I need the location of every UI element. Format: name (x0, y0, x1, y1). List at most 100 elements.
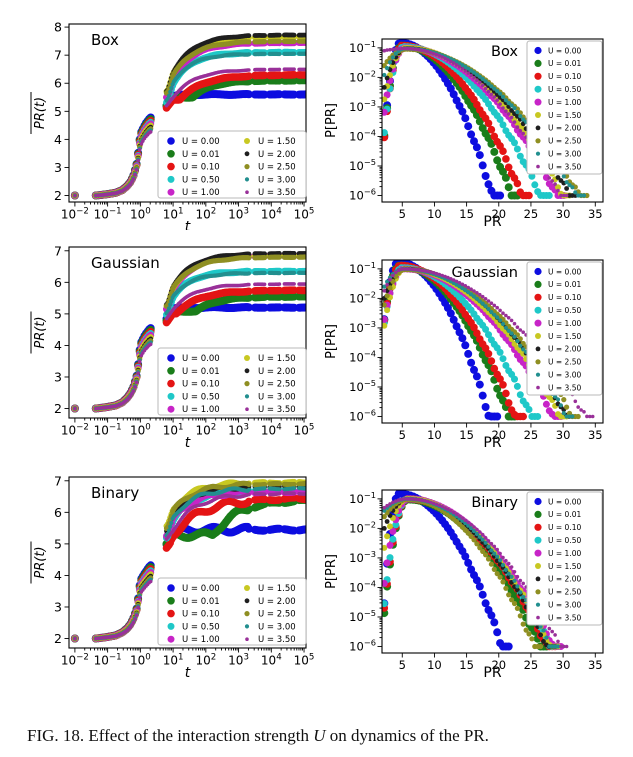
legend-label: U = 0.10 (182, 163, 220, 173)
y-axis-label: P[PR] (324, 554, 339, 589)
panel-title: Gaussian (451, 265, 518, 281)
legend-marker (535, 576, 541, 582)
series-U=3.50 (73, 491, 306, 641)
legend-marker (534, 72, 542, 80)
legend-marker (536, 385, 540, 390)
plot-data (70, 478, 306, 643)
legend-marker (535, 125, 541, 131)
x-tick-label: 20 (491, 207, 506, 221)
legend-marker (244, 355, 250, 361)
legend-marker (244, 611, 250, 617)
y-tick-label: 4 (54, 568, 62, 583)
legend-marker (534, 510, 542, 518)
legend-label: U = 0.01 (548, 510, 581, 519)
y-axis-label: P[PR] (324, 103, 339, 138)
legend-label: U = 1.50 (548, 332, 581, 341)
legend-label: U = 0.50 (548, 536, 581, 545)
axes-frame (68, 476, 307, 649)
legend-label: U = 0.50 (182, 392, 220, 402)
x-tick-label: 10 (427, 428, 442, 442)
x-tick-label: 101 (163, 422, 184, 437)
y-tick-label: 10−2 (349, 520, 376, 536)
legend-label: U = 2.50 (548, 588, 581, 597)
legend-label: U = 1.00 (548, 549, 581, 558)
svg-text:PR(t): PR(t) (33, 316, 48, 348)
legend-marker (167, 597, 175, 605)
x-tick-label: 103 (228, 422, 249, 437)
legend-marker (534, 536, 542, 544)
x-tick-label: 30 (556, 428, 571, 442)
legend-label: U = 2.00 (258, 597, 296, 607)
legend-label: U = 2.00 (548, 575, 581, 584)
legend-label: U = 3.50 (258, 405, 296, 415)
legend-marker (167, 137, 175, 145)
x-tick-label: 10 (427, 658, 442, 672)
y-tick-label: 10−4 (349, 128, 376, 144)
legend-marker (534, 523, 542, 531)
y-tick-label: 10−1 (349, 490, 376, 506)
legend-label: U = 0.00 (548, 46, 581, 55)
legend-marker (534, 280, 542, 288)
chart-binary-pr-vs-t: 10−2 10−1 100 101 102 103 104 105 2 3 4 5 6 7 Binary t P… (30, 473, 314, 681)
legend-marker (167, 188, 175, 196)
legend-marker (535, 372, 541, 377)
y-tick-label: 4 (54, 338, 62, 353)
x-tick-label: 5 (399, 428, 406, 442)
legend-marker (535, 602, 541, 607)
x-axis-label: t (185, 219, 191, 230)
y-tick-label: 6 (54, 76, 62, 91)
legend: U = 0.00 U = 0.01 U = 0.10 U = 0.50 U = 1.00… (157, 347, 307, 416)
plot-data (382, 39, 590, 200)
legend-marker (167, 584, 175, 592)
legend-label: U = 0.01 (548, 59, 581, 68)
x-tick-label: 35 (588, 207, 603, 221)
legend-label: U = 3.00 (548, 150, 581, 159)
legend-marker (535, 333, 541, 339)
legend-marker (244, 164, 250, 170)
axes-frame (381, 489, 604, 654)
chart-gaussian-distribution: 5 10 15 20 25 30 35 10−1 10−2 10−3 10−4 10−5 10−6 Gau… (324, 259, 604, 451)
panel-gaussian-left: 10−2 10−1 100 101 102 103 104 105 2 3 4 5 6 7 Gaussian… (0, 230, 316, 460)
legend-label: U = 3.00 (258, 392, 296, 402)
legend-marker (167, 609, 175, 618)
legend-label: U = 3.00 (548, 601, 581, 610)
x-tick-label: 105 (294, 206, 315, 221)
panel-gaussian-right: 5 10 15 20 25 30 35 10−1 10−2 10−3 10−4 10−5 10−6 Gau… (316, 230, 633, 460)
legend-marker (534, 306, 542, 314)
legend-marker (244, 368, 250, 374)
legend-marker (167, 392, 175, 400)
legend-label: U = 1.50 (258, 354, 296, 364)
y-tick-label: 10−3 (349, 98, 376, 114)
x-tick-label: 25 (524, 428, 539, 442)
y-tick-label: 10−6 (349, 187, 376, 203)
legend-label: U = 0.01 (182, 597, 220, 607)
legend-label: U = 0.50 (182, 175, 220, 185)
legend-marker (535, 346, 541, 352)
y-tick-label: 8 (54, 20, 62, 35)
legend-marker (245, 190, 249, 194)
legend-label: U = 2.50 (258, 380, 296, 390)
plot-data (70, 32, 306, 200)
x-tick-label: 10 (427, 207, 442, 221)
x-tick-label: 15 (459, 207, 474, 221)
y-tick-label: 10−5 (349, 378, 376, 394)
y-tick-label: 3 (54, 160, 62, 175)
x-tick-label: 103 (228, 206, 249, 221)
caption-text-2: on dynamics of the PR. (325, 726, 489, 745)
legend-label: U = 0.00 (182, 354, 220, 364)
x-tick-label: 10−2 (61, 422, 89, 437)
x-tick-label: 15 (459, 658, 474, 672)
legend-marker (167, 150, 175, 158)
legend-marker (167, 175, 175, 183)
legend-label: U = 3.50 (258, 635, 296, 645)
y-tick-label: 7 (54, 243, 62, 258)
legend-label: U = 2.00 (258, 367, 296, 377)
y-tick-label: 10−5 (349, 157, 376, 173)
legend-marker (536, 164, 540, 169)
x-axis-label: PR (483, 665, 501, 681)
legend-label: U = 0.00 (182, 137, 220, 147)
legend-label: U = 0.00 (182, 584, 220, 594)
y-tick-label: 3 (54, 369, 62, 384)
legend-marker (535, 589, 541, 595)
legend-label: U = 0.01 (548, 280, 581, 289)
